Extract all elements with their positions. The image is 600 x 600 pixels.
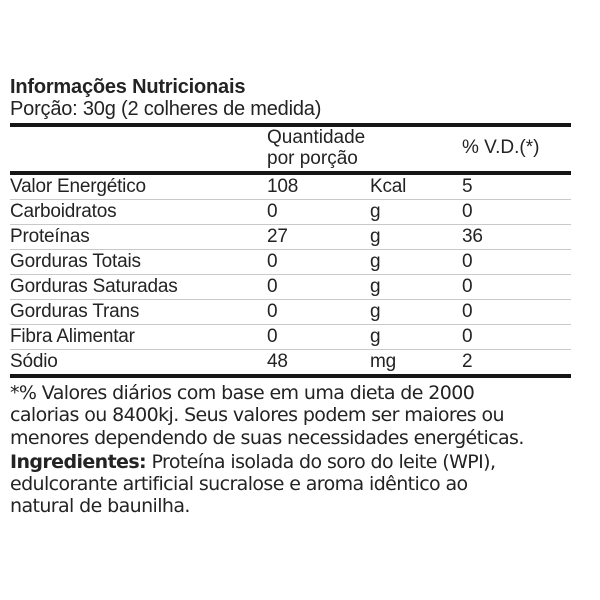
ingredients-line: natural de baunilha. xyxy=(10,495,190,518)
nutrient-daily-value: 0 xyxy=(462,301,473,322)
table-row: Proteínas 27 g 36 xyxy=(10,225,571,250)
nutrient-daily-value: 5 xyxy=(462,176,473,197)
daily-value-footnote: *% Valores diários com base em uma dieta… xyxy=(10,382,571,449)
nutrient-unit: g xyxy=(370,326,381,347)
table-row: Valor Energético 108 Kcal 5 xyxy=(10,175,571,200)
nutrient-quantity: 0 xyxy=(267,326,278,347)
column-header-daily-value: % V.D.(*) xyxy=(462,137,540,159)
footnote-line: menores dependendo de suas necessidades … xyxy=(10,426,524,449)
nutrient-daily-value: 0 xyxy=(462,326,473,347)
ingredients-text: Proteína isolada do soro do leite (WPI), xyxy=(146,451,497,474)
divider-heavy-top xyxy=(10,123,571,127)
nutrient-unit: Kcal xyxy=(370,176,407,197)
nutrient-quantity: 0 xyxy=(267,301,278,322)
table-row: Fibra Alimentar 0 g 0 xyxy=(10,325,571,350)
ingredients-label: Ingredientes: xyxy=(10,451,147,474)
nutrient-name: Proteínas xyxy=(10,226,90,247)
nutrient-unit: mg xyxy=(370,351,396,372)
table-header: Quantidade por porção % V.D.(*) xyxy=(10,127,571,171)
panel-title: Informações Nutricionais xyxy=(10,76,246,98)
footnote-line: *% Valores diários com base em uma dieta… xyxy=(10,382,475,404)
serving-size-text: Porção: 30g (2 colheres de medida) xyxy=(10,98,322,120)
nutrient-name: Fibra Alimentar xyxy=(10,326,135,347)
nutrient-daily-value: 0 xyxy=(462,201,473,222)
table-row: Gorduras Saturadas 0 g 0 xyxy=(10,275,571,300)
nutrient-name: Gorduras Totais xyxy=(10,251,141,272)
table-row: Gorduras Totais 0 g 0 xyxy=(10,250,571,275)
nutrient-daily-value: 36 xyxy=(462,226,483,247)
divider-heavy-bottom xyxy=(10,374,571,378)
nutrient-name: Valor Energético xyxy=(10,176,146,197)
table-row: Sódio 48 mg 2 xyxy=(10,350,571,374)
table-row: Carboidratos 0 g 0 xyxy=(10,200,571,225)
table-row: Gorduras Trans 0 g 0 xyxy=(10,300,571,325)
nutrient-name: Sódio xyxy=(10,351,58,372)
divider-heavy-header xyxy=(10,171,571,175)
column-header-quantity-line1: Quantidade xyxy=(267,127,366,148)
nutrient-unit: g xyxy=(370,201,381,222)
nutrition-facts-panel: Informações Nutricionais Porção: 30g (2 … xyxy=(10,77,571,517)
nutrient-daily-value: 0 xyxy=(462,251,473,272)
ingredients-line: edulcorante artificial sucralose e aroma… xyxy=(10,473,468,496)
nutrient-quantity: 0 xyxy=(267,276,278,297)
nutrient-daily-value: 0 xyxy=(462,276,473,297)
nutrient-quantity: 108 xyxy=(267,176,299,197)
column-header-quantity-line2: por porção xyxy=(267,147,358,169)
nutrient-name: Gorduras Trans xyxy=(10,301,140,322)
nutrient-name: Gorduras Saturadas xyxy=(10,276,178,297)
nutrient-quantity: 48 xyxy=(267,351,288,372)
nutrient-quantity: 0 xyxy=(267,201,278,222)
ingredients-section: Ingredientes: Proteína isolada do soro d… xyxy=(10,451,571,517)
nutrient-daily-value: 2 xyxy=(462,351,473,372)
nutrient-name: Carboidratos xyxy=(10,201,117,222)
nutrient-unit: g xyxy=(370,276,381,297)
column-header-quantity: Quantidade por porção xyxy=(267,127,462,169)
nutrient-unit: g xyxy=(370,251,381,272)
nutrient-table-body: Valor Energético 108 Kcal 5 Carboidratos… xyxy=(10,175,571,374)
nutrient-unit: g xyxy=(370,301,381,322)
ingredients-line: Ingredientes: Proteína isolada do soro d… xyxy=(10,451,571,473)
nutrient-unit: g xyxy=(370,226,381,247)
nutrient-quantity: 0 xyxy=(267,251,278,272)
nutrient-quantity: 27 xyxy=(267,226,288,247)
footnote-line: calorias ou 8400kj. Seus valores podem s… xyxy=(10,404,505,427)
